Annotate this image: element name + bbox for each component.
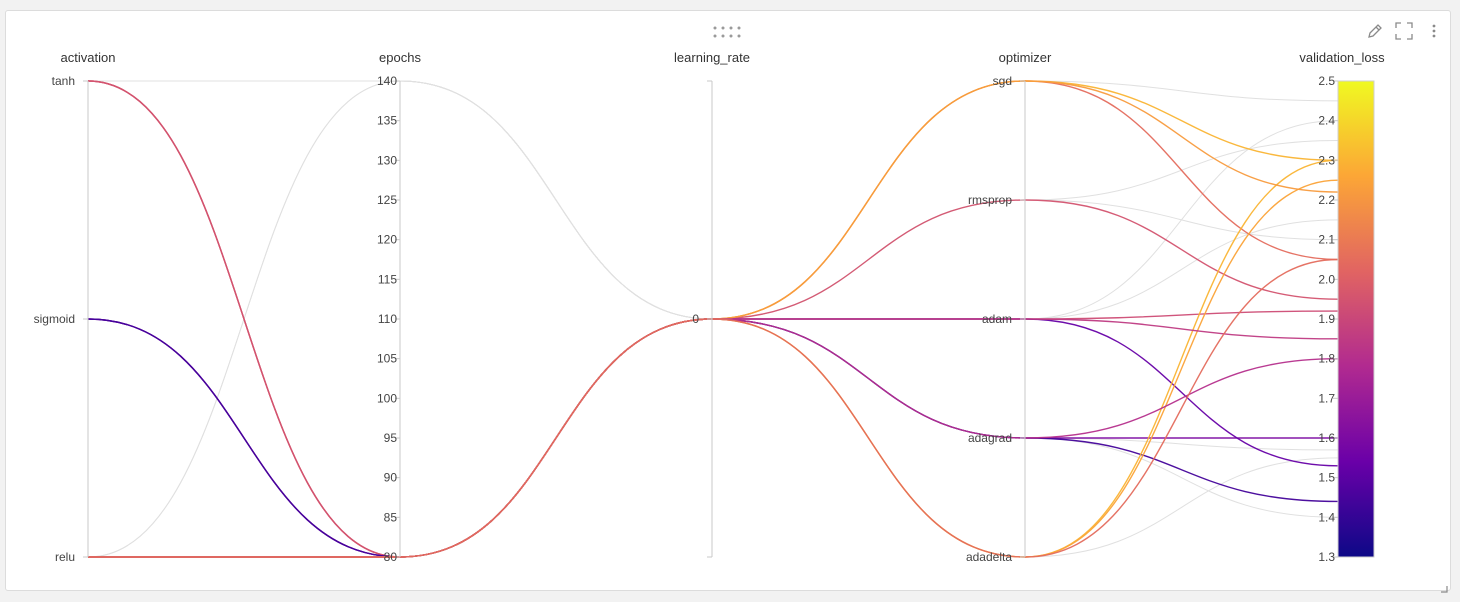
run-line[interactable] (87, 318, 1338, 558)
run-line[interactable] (87, 159, 1339, 558)
tick-label: 90 (384, 471, 398, 485)
fullscreen-icon[interactable] (1394, 21, 1414, 41)
tick-label: 2.0 (1318, 272, 1335, 286)
tick-label: 100 (377, 391, 397, 405)
axis-title: validation_loss (1299, 50, 1385, 65)
axis-optimizer[interactable]: optimizer sgd rmsprop adam adagrad adadelta (966, 50, 1052, 564)
more-vertical-icon[interactable] (1424, 21, 1444, 41)
axis-learning-rate[interactable]: learning_rate 0 (674, 50, 750, 558)
axis-validation-loss[interactable]: validation_loss 1.3 1.4 1.5 1.6 1.7 1.8 1.9 2.0 2… (1299, 50, 1385, 564)
tick-label: 110 (378, 312, 397, 326)
tick-label: 1.6 (1318, 431, 1335, 445)
tick-label: adagrad (968, 431, 1012, 445)
axis-epochs[interactable]: epochs 80 85 90 95 100 105 110 115 120 125 130 135 14… (377, 50, 421, 564)
tick-label: adadelta (966, 550, 1012, 564)
axis-activation[interactable]: activation tanh sigmoid relu (34, 50, 116, 564)
tick-label: 85 (384, 510, 398, 524)
tick-label: 135 (377, 114, 397, 128)
resize-grip-icon[interactable] (1440, 580, 1448, 593)
tick-label: 120 (377, 233, 397, 247)
tick-label: 1.9 (1318, 312, 1335, 326)
axis-title: epochs (379, 50, 421, 65)
tick-label: 115 (378, 272, 397, 286)
tick-label: 105 (377, 352, 397, 366)
run-line-inactive[interactable] (88, 80, 1339, 320)
tick-label: 2.4 (1318, 114, 1335, 128)
axis-title: optimizer (999, 50, 1052, 65)
run-line-inactive[interactable] (88, 80, 1339, 320)
tick-label: 2.5 (1318, 74, 1335, 88)
tick-label: 0 (692, 312, 699, 326)
tick-label: 80 (384, 550, 398, 564)
tick-label: sigmoid (34, 312, 75, 326)
tick-label: 1.3 (1318, 550, 1335, 564)
axes: activation tanh sigmoid relu epochs 80 85 90 95 1… (34, 50, 1385, 564)
tick-label: tanh (52, 74, 75, 88)
tick-label: 2.3 (1318, 153, 1335, 167)
tick-label: 1.4 (1318, 510, 1335, 524)
drag-handle-icon[interactable] (712, 25, 744, 39)
tick-label: 95 (384, 431, 398, 445)
tick-label: 1.5 (1318, 471, 1335, 485)
colorbar (1337, 80, 1375, 558)
tick-label: 130 (377, 153, 397, 167)
run-line-inactive[interactable] (88, 80, 1339, 320)
axis-title: learning_rate (674, 50, 750, 65)
tick-label: relu (55, 550, 75, 564)
run-line[interactable] (87, 179, 1339, 558)
tick-label: 2.1 (1318, 233, 1335, 247)
tick-label: 2.2 (1318, 193, 1335, 207)
tick-label: sgd (993, 74, 1012, 88)
tick-label: 140 (377, 74, 397, 88)
tick-label: adam (982, 312, 1012, 326)
run-line-inactive[interactable] (88, 80, 1339, 518)
pencil-icon[interactable] (1365, 21, 1385, 41)
tick-label: 125 (377, 193, 397, 207)
run-line[interactable] (87, 258, 1339, 558)
tick-label: rmsprop (968, 193, 1012, 207)
chart-panel (5, 10, 1451, 593)
run-lines (87, 80, 1339, 558)
tick-label: 1.8 (1318, 352, 1335, 366)
tick-label: 1.7 (1318, 391, 1335, 405)
axis-title: activation (61, 50, 116, 65)
